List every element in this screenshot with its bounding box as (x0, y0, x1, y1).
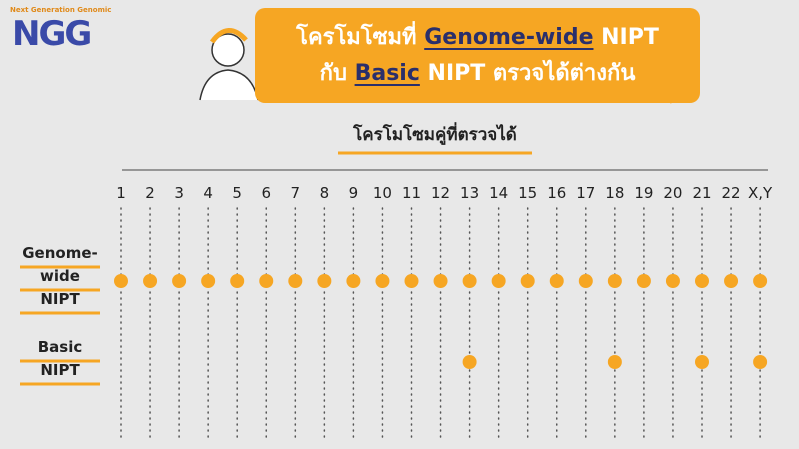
tested-dot (724, 274, 739, 288)
tested-dot (665, 274, 680, 288)
column-label: 5 (232, 184, 242, 202)
column-label: 13 (460, 184, 479, 202)
tested-dot (433, 274, 448, 288)
title-line: โครโมโซมที่ Genome-wide NIPT (255, 20, 700, 56)
column-label: X,Y (748, 184, 773, 202)
tested-dot (753, 355, 768, 369)
column-label: 15 (518, 184, 537, 202)
column-label: 20 (663, 184, 682, 202)
row-label: wide (40, 267, 80, 285)
column-label: 18 (605, 184, 624, 202)
tested-dot (230, 274, 245, 288)
title-part: NIPT ตรวจได้ต่างกัน (419, 61, 636, 86)
tested-dot (607, 355, 622, 369)
tested-dot (753, 274, 768, 288)
column-label: 6 (261, 184, 271, 202)
title-part: NIPT (593, 25, 659, 50)
tested-dot (636, 274, 651, 288)
column-label: 17 (576, 184, 595, 202)
column-label: 14 (489, 184, 508, 202)
table-heading: โครโมโซมคู่ที่ตรวจได้ (352, 122, 517, 146)
logo-tagline: Next Generation Genomic (10, 6, 112, 14)
title-highlight: Basic (354, 61, 420, 86)
column-label: 11 (402, 184, 421, 202)
tested-dot (404, 274, 419, 288)
tested-dot (491, 274, 506, 288)
tested-dot (114, 274, 128, 288)
tested-dot (288, 274, 303, 288)
tested-dot (462, 355, 477, 369)
title-line: กับ Basic NIPT ตรวจได้ต่างกัน (255, 56, 700, 92)
tested-dot (607, 274, 622, 288)
title-highlight: Genome-wide (424, 25, 594, 50)
tested-dot (462, 274, 477, 288)
column-label: 19 (634, 184, 653, 202)
logo: NGG (12, 14, 92, 54)
column-label: 21 (692, 184, 711, 202)
column-label: 3 (174, 184, 184, 202)
column-label: 9 (349, 184, 359, 202)
row-label: Basic (38, 338, 83, 356)
column-label: 4 (203, 184, 213, 202)
column-label: 8 (320, 184, 330, 202)
tested-dot (317, 274, 332, 288)
title-part: กับ (319, 61, 355, 86)
tested-dot (578, 274, 593, 288)
tested-dot (695, 274, 709, 288)
row-label: NIPT (40, 361, 80, 379)
tested-dot (346, 274, 361, 288)
column-label: 12 (431, 184, 450, 202)
tested-dot (695, 355, 709, 369)
title-box: โครโมโซมที่ Genome-wide NIPT กับ Basic N… (255, 8, 700, 103)
tested-dot (259, 274, 274, 288)
title-part: โครโมโซมที่ (296, 25, 425, 50)
tested-dot (549, 274, 564, 288)
tested-dot (201, 274, 216, 288)
column-label: 10 (373, 184, 392, 202)
column-label: 16 (547, 184, 566, 202)
column-label: 1 (116, 184, 126, 202)
tested-dot (375, 274, 390, 288)
tested-dot (520, 274, 535, 288)
doctor-illustration (199, 28, 259, 101)
tested-dot (172, 274, 187, 288)
column-label: 7 (291, 184, 301, 202)
tested-dot (143, 274, 158, 288)
column-label: 2 (145, 184, 155, 202)
row-label: Genome- (22, 244, 98, 262)
column-label: 22 (722, 184, 741, 202)
row-label: NIPT (40, 290, 80, 308)
